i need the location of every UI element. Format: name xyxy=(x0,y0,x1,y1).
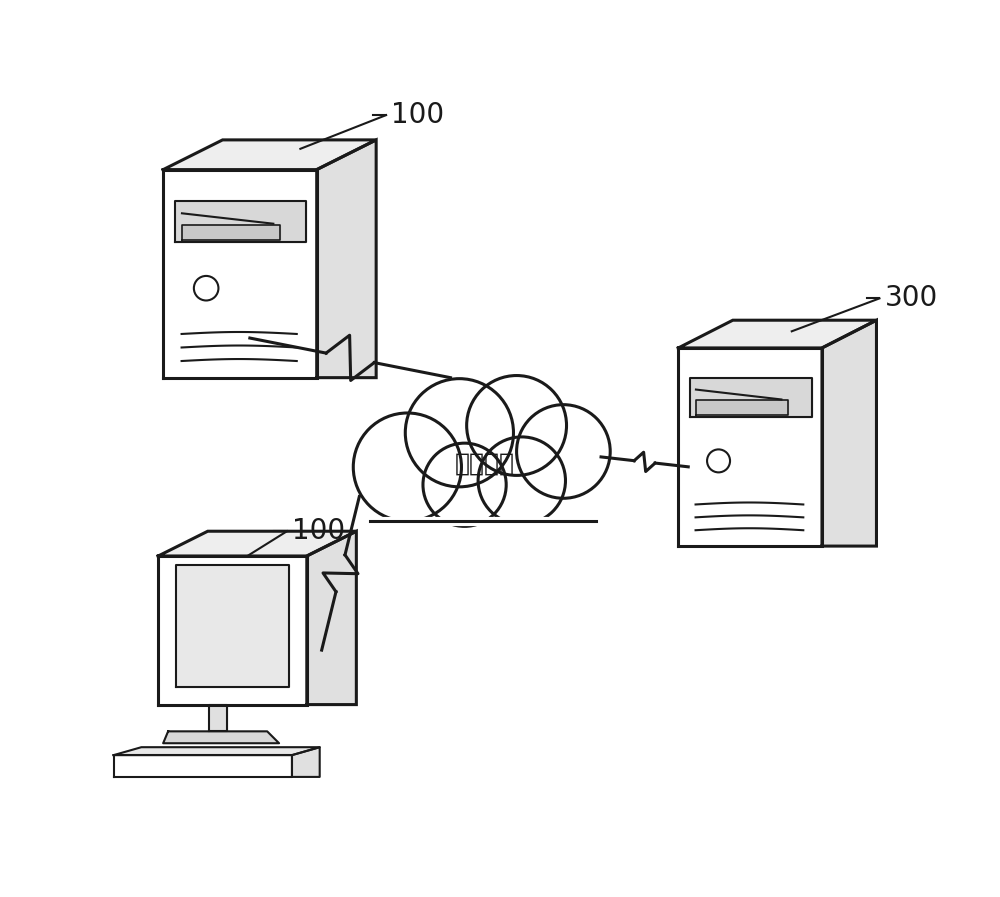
Polygon shape xyxy=(158,531,356,556)
Polygon shape xyxy=(678,348,822,546)
Polygon shape xyxy=(114,755,292,777)
Circle shape xyxy=(478,437,565,524)
Circle shape xyxy=(517,405,610,498)
Polygon shape xyxy=(307,531,356,705)
Circle shape xyxy=(194,276,218,300)
Circle shape xyxy=(707,449,730,473)
Polygon shape xyxy=(317,140,376,378)
Polygon shape xyxy=(182,224,280,240)
Text: 100: 100 xyxy=(292,518,345,545)
Polygon shape xyxy=(292,747,320,777)
Polygon shape xyxy=(163,140,376,170)
Text: 公共网络: 公共网络 xyxy=(455,452,515,475)
Polygon shape xyxy=(696,400,788,415)
Polygon shape xyxy=(114,747,320,755)
Text: 100: 100 xyxy=(391,101,444,129)
Circle shape xyxy=(423,443,506,527)
Polygon shape xyxy=(163,731,279,744)
Polygon shape xyxy=(158,556,307,705)
Polygon shape xyxy=(163,170,317,378)
Circle shape xyxy=(405,379,513,487)
Polygon shape xyxy=(690,378,812,417)
Polygon shape xyxy=(678,320,876,348)
Circle shape xyxy=(353,413,461,521)
Text: 300: 300 xyxy=(884,284,938,312)
Circle shape xyxy=(467,376,567,475)
Polygon shape xyxy=(822,320,876,546)
Polygon shape xyxy=(175,201,306,242)
Polygon shape xyxy=(353,464,610,527)
Polygon shape xyxy=(209,705,227,731)
Polygon shape xyxy=(176,565,289,687)
